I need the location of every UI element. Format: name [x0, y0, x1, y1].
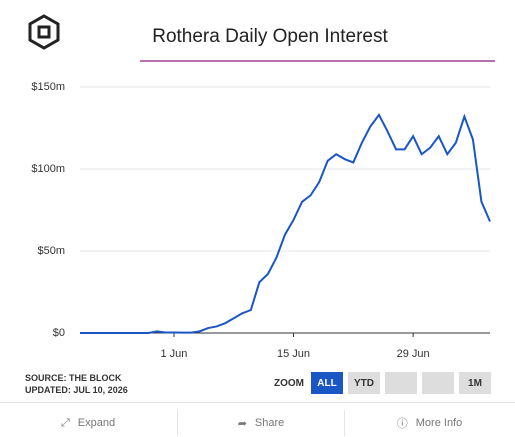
- source: SOURCE: THE BLOCK UPDATED: JUL 10, 2026: [25, 372, 128, 396]
- expand-action[interactable]: ⤢ Expand: [0, 410, 176, 436]
- zoom-label: ZOOM: [274, 378, 304, 389]
- x-tick-label: 1 Jun: [160, 348, 187, 360]
- zoom-button[interactable]: 1M: [459, 372, 491, 394]
- info-action[interactable]: ⓘ More Info: [344, 410, 515, 436]
- logo: [28, 14, 60, 50]
- action-label: More Info: [415, 417, 463, 429]
- y-tick-label: $0: [53, 327, 65, 339]
- updated-text: UPDATED: JUL 10, 2026: [25, 385, 128, 395]
- zoom-button[interactable]: YTD: [348, 372, 380, 394]
- y-tick-label: $50m: [37, 245, 65, 257]
- chart: Rothera Daily Open Interest $0 $50m $100m $…: [28, 14, 495, 360]
- action-label: Expand: [77, 417, 116, 429]
- zoom-button[interactable]: ALL: [311, 372, 343, 394]
- action-label: Share: [254, 417, 285, 429]
- footer: [0, 402, 515, 437]
- icon: ➦: [237, 417, 247, 430]
- x-tick-label: 29 Jun: [397, 348, 430, 360]
- chart-title: Rothera Daily Open Interest: [152, 26, 388, 47]
- y-tick-label: $150m: [31, 81, 65, 93]
- icon: ⓘ: [396, 418, 408, 430]
- y-tick-label: $100m: [31, 163, 65, 175]
- zoom-button[interactable]: [422, 372, 454, 394]
- icon: ⤢: [60, 416, 70, 429]
- line: [80, 113, 491, 334]
- source-text: SOURCE: THE BLOCK: [25, 373, 122, 383]
- share-action[interactable]: ➦ Share: [177, 410, 345, 436]
- zoom-button[interactable]: [385, 372, 417, 394]
- x-tick-label: 15 Jun: [277, 348, 310, 360]
